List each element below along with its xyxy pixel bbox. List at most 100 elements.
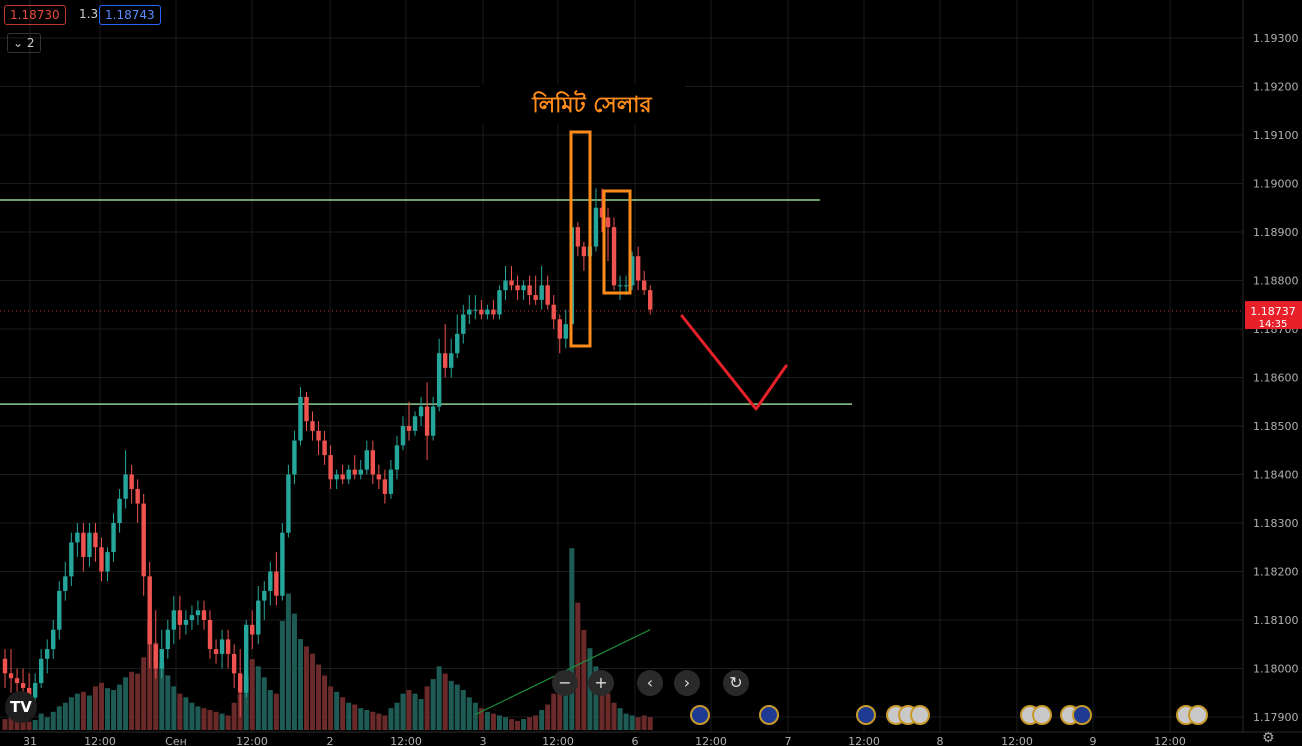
volume-bar [635,717,641,730]
volume-bar [207,710,213,730]
us-flag-icon[interactable] [1188,705,1208,725]
volume-bar [165,675,171,730]
candle-body [81,532,86,557]
volume-bar [219,713,225,730]
volume-bar [623,713,629,730]
candle-body [376,474,382,480]
annotation-text: লিমিট সেলার [531,90,652,118]
volume-bar [74,693,80,730]
candle-body [268,571,273,591]
volume-bar [267,690,273,730]
volume-bar [159,662,165,730]
volume-bar [460,690,466,730]
zoom-in-button[interactable]: + [588,670,614,696]
volume-bar [521,719,527,730]
reset-chart-button[interactable]: ↻ [723,670,749,696]
volume-bar [117,684,123,730]
sell-price-button[interactable]: 1.18730 [4,5,66,25]
price-tick-label: 1.18900 [1253,226,1299,239]
candle-body [219,639,225,654]
candle-body [545,285,550,305]
volume-bar [557,686,563,730]
volume-bars [2,548,653,730]
candle-body [581,246,587,257]
time-tick-label: 9 [1090,735,1097,746]
volume-bar [316,664,322,730]
time-tick-label: 12:00 [236,735,268,746]
volume-bar [189,702,195,730]
volume-bar [50,711,56,730]
volume-bar [569,548,575,730]
candle-body [286,474,291,533]
time-tick-label: 6 [632,735,639,746]
candle-body [189,615,195,620]
candle-body [99,547,104,572]
candle-body [316,430,321,441]
us-flag-icon[interactable] [910,705,930,725]
candle-body [57,590,62,630]
candle-body [63,576,68,591]
price-tick-label: 1.19200 [1253,81,1299,94]
candle-body [129,474,134,490]
candle-body [334,474,339,480]
economic-events [690,705,1208,725]
candle-body [45,649,50,659]
candle-body [617,285,623,287]
candle-body [75,532,80,543]
volume-bar [20,717,26,730]
volume-bar [92,686,98,730]
candle-body [382,479,388,494]
volume-bar [478,708,484,730]
time-tick-label: 12:00 [1001,735,1033,746]
candle-body [473,309,478,311]
candle-body [38,658,44,684]
scroll-left-button[interactable]: ‹ [637,670,663,696]
volume-bar [135,673,141,730]
volume-bar [394,702,400,730]
candle-body [340,474,345,480]
volume-bar [243,675,249,730]
us-flag-icon[interactable] [1032,705,1052,725]
candle-body [515,285,520,291]
candle-body [8,673,14,679]
candle-body [93,532,98,548]
candle-body [527,285,532,296]
scroll-right-button[interactable]: › [674,670,700,696]
projection-arrow [680,314,788,411]
candle-body [358,469,363,475]
time-tick-label: Сен [165,735,187,746]
eu-flag-icon[interactable] [759,705,779,725]
volume-bar [388,708,394,730]
price-tick-label: 1.18200 [1253,566,1299,579]
price-tick-label: 1.18600 [1253,372,1299,385]
drawings: লিমিট সেলার [480,84,788,411]
highlight-box [569,130,592,348]
indicators-toggle[interactable]: ⌄ 2 [7,33,41,53]
candle-body [328,455,333,480]
volume-bar [26,721,32,730]
candle-body [117,498,122,523]
volume-bar [442,673,448,730]
tradingview-logo[interactable]: TV [5,691,37,723]
candle-body [105,552,110,572]
price-tick-label: 1.18100 [1253,614,1299,627]
buy-price-button[interactable]: 1.18743 [99,5,161,25]
volume-bar [8,715,14,730]
eu-flag-icon[interactable] [1072,705,1092,725]
candle-body [400,426,406,446]
volume-bar [358,708,364,730]
gear-icon[interactable]: ⚙ [1262,730,1275,746]
time-tick-label: 12:00 [695,735,727,746]
eu-flag-icon[interactable] [690,705,710,725]
volume-bar [551,693,557,730]
volume-bar [2,719,8,730]
indicators-count: 2 [26,36,35,50]
eu-flag-icon[interactable] [856,705,876,725]
volume-bar [581,630,587,730]
price-tick-label: 1.18300 [1253,517,1299,530]
volume-bar [62,702,68,730]
zoom-out-button[interactable]: − [552,670,578,696]
volume-bar [183,697,189,730]
candle-body [213,649,219,654]
